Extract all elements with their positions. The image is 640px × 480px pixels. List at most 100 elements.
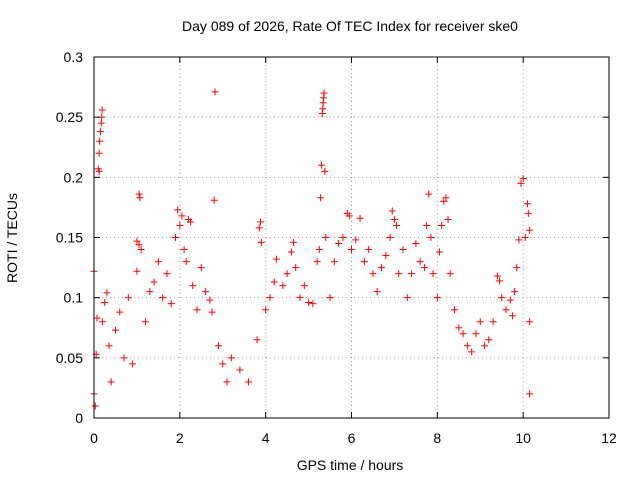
data-point bbox=[107, 378, 115, 386]
data-point bbox=[485, 336, 493, 344]
data-point bbox=[330, 258, 338, 266]
data-point bbox=[502, 306, 510, 314]
data-point bbox=[498, 294, 506, 302]
data-point bbox=[95, 149, 103, 157]
data-point bbox=[493, 272, 501, 280]
data-point bbox=[468, 348, 476, 356]
data-point bbox=[300, 282, 308, 290]
data-point bbox=[167, 300, 175, 308]
data-point bbox=[423, 221, 431, 229]
data-point bbox=[476, 318, 484, 326]
data-point bbox=[416, 258, 424, 266]
data-point bbox=[369, 270, 377, 278]
data-point bbox=[182, 258, 190, 266]
data-point bbox=[292, 264, 300, 272]
data-point bbox=[101, 298, 109, 306]
data-point bbox=[339, 234, 347, 241]
data-point bbox=[433, 294, 441, 302]
data-point bbox=[313, 258, 321, 266]
data-point bbox=[95, 167, 103, 175]
data-point bbox=[438, 221, 446, 229]
data-point bbox=[399, 246, 407, 254]
data-point bbox=[455, 324, 463, 332]
data-point bbox=[348, 246, 355, 254]
data-point bbox=[390, 215, 398, 223]
data-point bbox=[356, 214, 364, 222]
data-point bbox=[227, 354, 235, 362]
data-point bbox=[116, 308, 124, 316]
data-point bbox=[352, 236, 360, 244]
data-point bbox=[442, 194, 450, 202]
data-point bbox=[262, 306, 270, 314]
y-tick-label: 0 bbox=[75, 410, 83, 426]
data-point bbox=[174, 206, 182, 214]
data-point bbox=[197, 264, 205, 272]
data-point bbox=[236, 366, 244, 374]
data-point bbox=[93, 314, 101, 322]
y-tick-label: 0.05 bbox=[56, 350, 83, 366]
data-point bbox=[133, 237, 141, 245]
x-tick-label: 4 bbox=[262, 430, 270, 446]
data-point bbox=[172, 234, 180, 241]
data-point bbox=[412, 240, 420, 248]
data-point bbox=[435, 248, 443, 256]
x-tick-label: 10 bbox=[515, 430, 531, 446]
data-point bbox=[322, 234, 330, 241]
data-point bbox=[382, 252, 390, 260]
data-point bbox=[523, 200, 531, 208]
data-point bbox=[124, 294, 132, 302]
data-point bbox=[365, 246, 373, 254]
data-point bbox=[524, 209, 532, 217]
data-point bbox=[463, 342, 471, 350]
data-point bbox=[309, 300, 317, 308]
data-point bbox=[129, 360, 137, 368]
data-point bbox=[427, 234, 435, 241]
data-point bbox=[506, 296, 514, 304]
data-point bbox=[526, 390, 534, 398]
data-point bbox=[373, 288, 381, 296]
data-point bbox=[515, 236, 523, 244]
data-point bbox=[257, 238, 265, 246]
data-point bbox=[511, 288, 519, 296]
data-point bbox=[270, 278, 278, 286]
y-tick-label: 0.1 bbox=[64, 290, 84, 306]
data-point bbox=[296, 294, 304, 302]
data-point bbox=[150, 278, 158, 286]
data-point bbox=[521, 234, 529, 241]
data-point bbox=[136, 194, 144, 202]
data-point bbox=[481, 342, 489, 350]
data-point bbox=[321, 167, 329, 175]
data-point bbox=[283, 270, 291, 278]
data-point bbox=[253, 336, 261, 344]
data-point bbox=[272, 255, 280, 263]
data-point bbox=[137, 246, 145, 254]
data-point bbox=[459, 330, 467, 338]
data-point bbox=[91, 402, 99, 410]
x-tick-label: 12 bbox=[601, 430, 617, 446]
data-point bbox=[159, 294, 167, 302]
data-point bbox=[360, 258, 368, 266]
data-point bbox=[206, 296, 214, 304]
data-point bbox=[393, 221, 401, 229]
data-point bbox=[508, 312, 516, 320]
data-point bbox=[154, 258, 162, 266]
data-point bbox=[219, 360, 227, 368]
data-point bbox=[320, 89, 328, 97]
data-point bbox=[279, 282, 287, 290]
data-point bbox=[163, 270, 171, 278]
data-point bbox=[496, 277, 504, 285]
axes: 0 2 4 6 8 10 12 0 0.05 0.1 0.15 0.2 0.25 0.3 bbox=[56, 49, 617, 446]
data-point bbox=[120, 354, 128, 362]
x-tick-label: 6 bbox=[348, 430, 356, 446]
data-point bbox=[526, 318, 534, 326]
data-point bbox=[319, 105, 327, 113]
data-point bbox=[315, 246, 323, 254]
data-point bbox=[440, 197, 448, 205]
data-point bbox=[99, 318, 107, 326]
data-point bbox=[211, 88, 219, 96]
data-point bbox=[386, 234, 394, 241]
data-point bbox=[489, 318, 497, 326]
y-tick-label: 0.2 bbox=[64, 169, 84, 185]
data-point bbox=[345, 212, 353, 220]
